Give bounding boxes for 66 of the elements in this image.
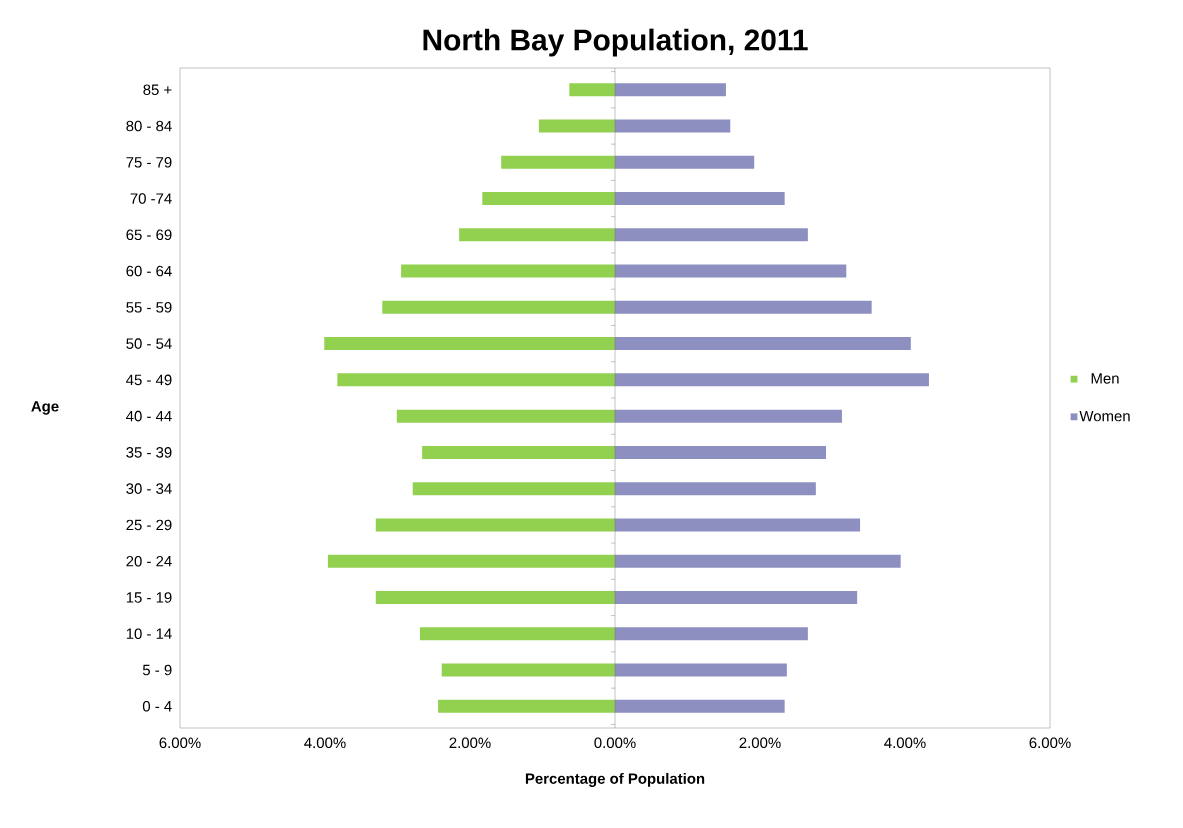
- y-tick-label: 20 - 24: [126, 555, 172, 567]
- bar: [615, 482, 816, 496]
- x-tick-label: 0.00%: [594, 737, 636, 749]
- y-tick-label: 50 - 54: [126, 338, 172, 349]
- y-tick-label: 55 - 59: [126, 302, 172, 313]
- bar: [615, 627, 808, 641]
- bar: [538, 119, 616, 133]
- bar: [401, 264, 616, 278]
- x-tick-label: 4.00%: [884, 737, 926, 749]
- bar: [419, 627, 616, 641]
- y-tick-label: 80 - 84: [126, 120, 172, 132]
- bar: [501, 155, 616, 169]
- x-axis-title: Percentage of Population: [525, 772, 705, 787]
- bar: [615, 590, 858, 604]
- y-tick-label: 45 - 49: [126, 374, 172, 386]
- bar: [438, 699, 616, 713]
- bar: [615, 337, 911, 351]
- bar: [396, 409, 616, 423]
- x-tick-label: 6.00%: [159, 737, 201, 749]
- bar: [422, 445, 616, 459]
- bar: [615, 155, 755, 169]
- y-tick-label: 0 - 4: [142, 700, 172, 712]
- y-tick-label: 25 - 29: [126, 519, 172, 531]
- bar: [459, 228, 616, 242]
- y-tick-label: 65 - 69: [126, 229, 172, 241]
- y-tick-label: 70 -74: [130, 193, 172, 204]
- x-tick-label: 4.00%: [304, 737, 346, 749]
- y-axis-title: Age: [31, 401, 59, 415]
- bar: [482, 192, 616, 206]
- bar: [615, 119, 731, 133]
- y-tick-label: 15 - 19: [126, 592, 172, 603]
- bar: [615, 264, 847, 278]
- bar: [615, 518, 861, 532]
- y-tick-label: 30 - 34: [126, 483, 172, 494]
- bar: [337, 373, 616, 387]
- y-tick-label: 35 - 39: [126, 447, 172, 458]
- x-tick-label: 2.00%: [739, 737, 781, 749]
- bar: [615, 445, 826, 459]
- y-tick-label: 40 - 44: [126, 410, 172, 422]
- bar: [615, 228, 808, 242]
- x-tick-label: 2.00%: [449, 737, 491, 749]
- bar: [375, 518, 616, 532]
- x-tick-label: 6.00%: [1029, 737, 1071, 749]
- legend-label: Women: [1079, 410, 1130, 422]
- bar: [615, 663, 787, 677]
- bar: [615, 373, 929, 387]
- bar: [327, 554, 616, 568]
- bar: [615, 554, 901, 568]
- bar: [569, 83, 616, 97]
- y-tick-label: 75 - 79: [126, 156, 172, 168]
- y-tick-label: 85 +: [143, 84, 172, 96]
- y-tick-label: 5 - 9: [142, 664, 172, 676]
- bar: [615, 192, 785, 206]
- y-tick-label: 10 - 14: [126, 628, 172, 639]
- bar: [441, 663, 616, 677]
- bar: [615, 699, 785, 713]
- bar: [615, 409, 842, 423]
- bar: [324, 337, 616, 351]
- bar: [615, 300, 872, 314]
- bar: [412, 482, 616, 496]
- bar: [375, 590, 616, 604]
- chart-title: North Bay Population, 2011: [423, 28, 808, 57]
- y-tick-label: 60 - 64: [126, 265, 172, 277]
- bar: [382, 300, 616, 314]
- legend-label: Men: [1091, 373, 1119, 384]
- bar: [615, 83, 726, 97]
